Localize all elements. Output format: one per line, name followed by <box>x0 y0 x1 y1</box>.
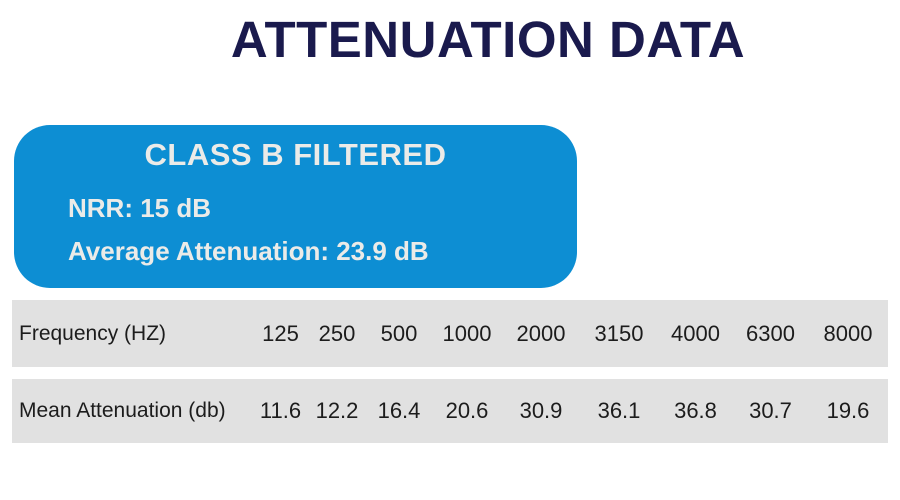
frequency-row: Frequency (HZ) 125 250 500 1000 2000 315… <box>12 300 888 367</box>
mean-attenuation-value: 12.2 <box>315 398 359 423</box>
class-b-filtered-card: CLASS B FILTERED NRR: 15 dB Average Atte… <box>14 125 577 288</box>
frequency-value: 4000 <box>671 320 720 346</box>
frequency-row-label: Frequency (HZ) <box>19 321 167 345</box>
nrr-value: NRR: 15 dB <box>68 192 212 223</box>
frequency-value: 500 <box>380 320 418 346</box>
frequency-value: 125 <box>262 320 299 346</box>
frequency-value: 1000 <box>442 320 492 346</box>
mean-attenuation-value: 30.7 <box>749 398 792 423</box>
mean-attenuation-value: 30.9 <box>519 398 563 423</box>
average-attenuation-value: Average Attenuation: 23.9 dB <box>68 236 429 267</box>
page-title: ATTENUATION DATA <box>230 11 746 68</box>
mean-attenuation-row-label: Mean Attenuation (db) <box>19 399 226 422</box>
frequency-value: 3150 <box>594 320 644 346</box>
mean-attenuation-row: Mean Attenuation (db) 11.6 12.2 16.4 20.… <box>12 379 888 443</box>
frequency-value: 250 <box>318 320 356 346</box>
mean-attenuation-value: 36.8 <box>674 398 717 423</box>
mean-attenuation-value: 36.1 <box>597 398 641 423</box>
mean-attenuation-value: 20.6 <box>445 398 489 423</box>
mean-attenuation-value: 16.4 <box>377 398 421 423</box>
frequency-value: 2000 <box>516 320 566 346</box>
frequency-value: 8000 <box>823 320 873 346</box>
frequency-value: 6300 <box>746 320 795 346</box>
card-heading: CLASS B FILTERED <box>144 137 447 172</box>
mean-attenuation-value: 19.6 <box>826 398 870 423</box>
mean-attenuation-value: 11.6 <box>259 398 302 423</box>
